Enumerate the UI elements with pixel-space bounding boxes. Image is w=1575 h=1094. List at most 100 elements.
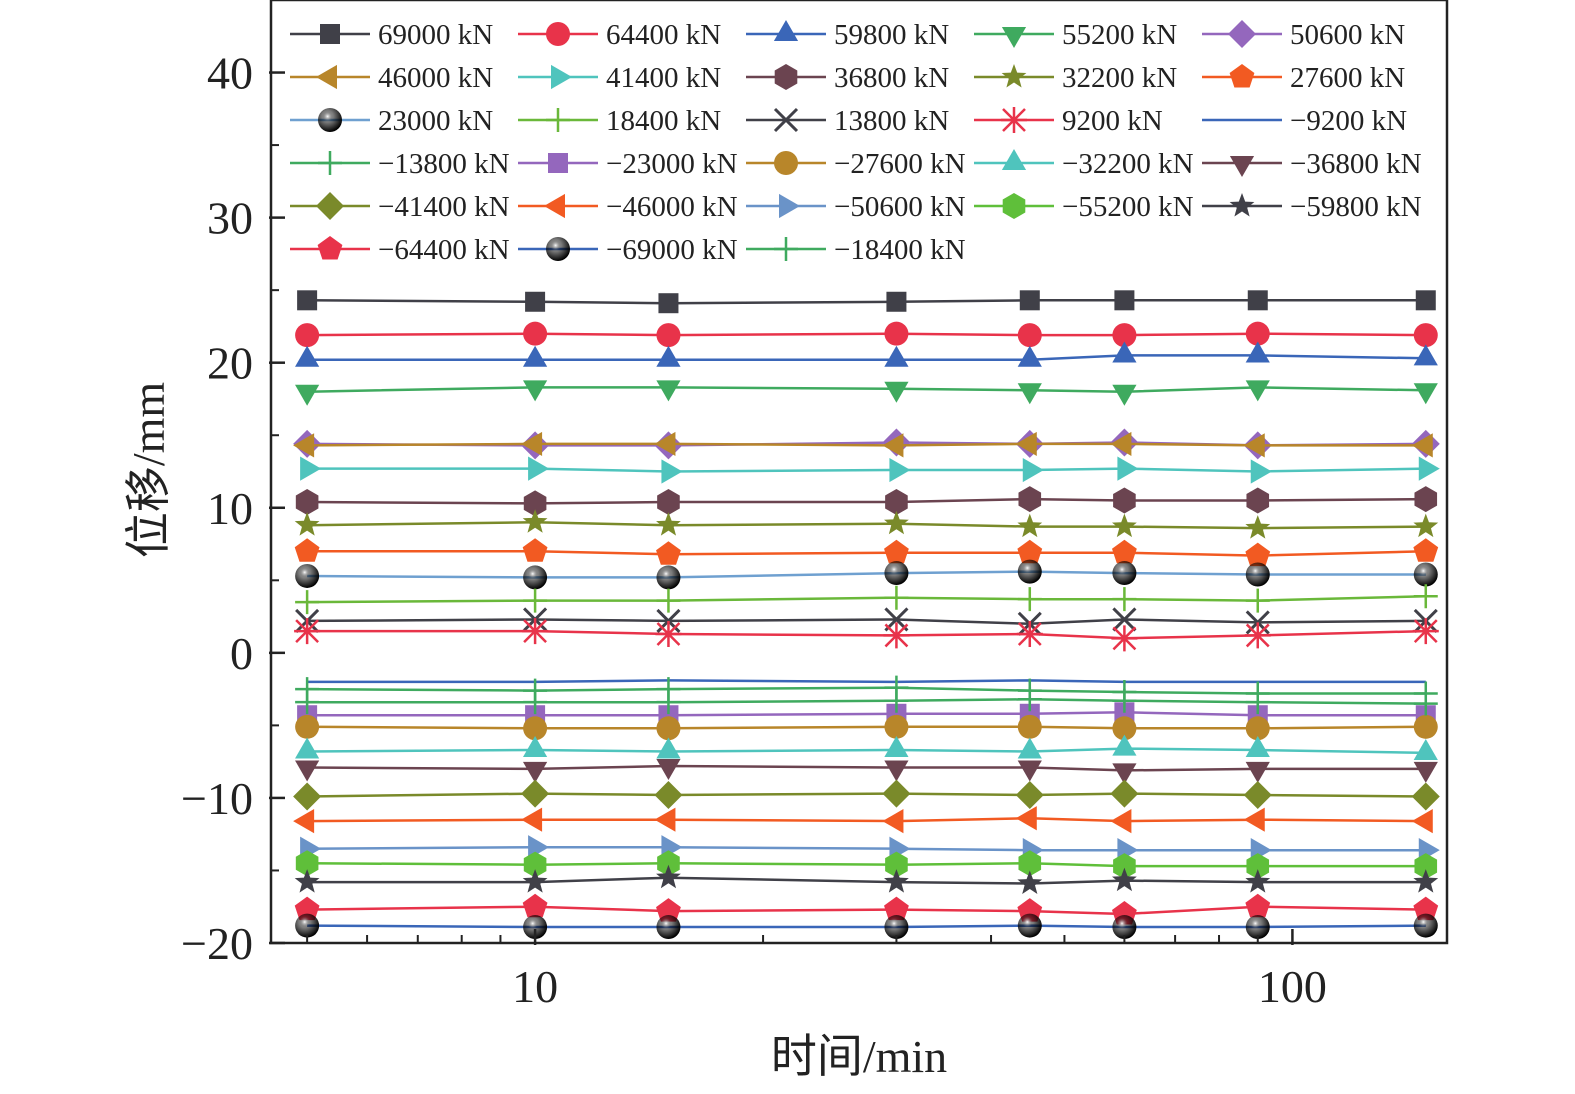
data-point [657, 488, 680, 515]
legend-item: 36800 kN [746, 62, 949, 94]
legend-item: −46000 kN [518, 191, 738, 223]
legend-label: −32200 kN [1062, 148, 1194, 180]
data-point [656, 588, 681, 613]
data-point [1017, 383, 1042, 405]
series-27 [295, 687, 1438, 716]
series-line [307, 595, 1426, 604]
legend-label: −27600 kN [834, 148, 966, 180]
data-point [1015, 781, 1044, 810]
data-point [523, 321, 548, 346]
data-point [297, 290, 318, 311]
legend-label: 46000 kN [378, 62, 493, 94]
legend-marker [773, 107, 799, 133]
data-point [1413, 714, 1438, 739]
data-point [884, 510, 909, 535]
data-point [656, 512, 681, 536]
legend-marker [1001, 107, 1027, 133]
data-point [522, 380, 548, 402]
data-point [295, 488, 319, 515]
legend: 69000 kN 64400 kN 59800 kN 55200 kN 50600 kN… [290, 19, 1422, 266]
data-point [295, 590, 320, 615]
series-line [307, 550, 1426, 557]
y-tick-label: −20 [181, 918, 253, 969]
legend-marker [544, 193, 565, 219]
data-point [1017, 345, 1042, 367]
legend-item: −64400 kN [290, 234, 510, 266]
series-2 [295, 341, 1438, 367]
data-point [1413, 538, 1439, 562]
legend-marker [318, 108, 342, 132]
data-point [1413, 869, 1439, 893]
data-point [523, 915, 548, 940]
legend-marker [316, 192, 344, 220]
data-point [294, 512, 320, 536]
data-point [1415, 290, 1436, 311]
data-point [657, 850, 680, 877]
legend-item: 59800 kN [746, 19, 949, 51]
legend-item: 46000 kN [290, 62, 493, 94]
series-line [307, 618, 1426, 626]
legend-marker [1001, 149, 1027, 170]
series-21 [293, 806, 1433, 834]
data-point [1112, 587, 1137, 612]
data-point [1017, 323, 1042, 348]
series-3 [295, 380, 1438, 406]
series-line [307, 354, 1426, 362]
legend-label: 13800 kN [834, 105, 949, 137]
data-point [294, 538, 320, 562]
data-point [1413, 738, 1438, 760]
series-line [307, 299, 1426, 305]
data-point [884, 714, 909, 739]
series-1 [295, 321, 1438, 348]
legend-item: −23000 kN [518, 148, 738, 180]
legend-item: 55200 kN [974, 19, 1177, 51]
legend-label: −46000 kN [606, 191, 738, 223]
legend-label: −55200 kN [1062, 191, 1194, 223]
data-point [521, 807, 543, 832]
series-18 [295, 734, 1438, 760]
legend-label: 64400 kN [606, 19, 721, 51]
series-line [307, 711, 1426, 717]
data-point [295, 690, 320, 715]
data-point [523, 565, 548, 590]
legend-item: 41400 kN [518, 62, 721, 94]
data-point [884, 321, 909, 346]
data-point [295, 384, 320, 406]
data-point [656, 759, 681, 781]
data-point [523, 690, 548, 715]
legend-label: 18400 kN [606, 105, 721, 137]
legend-marker [1002, 193, 1026, 219]
data-point [884, 915, 909, 940]
series-20 [293, 779, 1440, 811]
data-point [1413, 913, 1438, 938]
data-point [1250, 459, 1272, 484]
legend-label: 9200 kN [1062, 105, 1163, 137]
data-point [1245, 915, 1270, 940]
series-5 [293, 431, 1433, 458]
data-point [1112, 688, 1137, 713]
data-point [1245, 588, 1270, 613]
data-point [1017, 913, 1042, 938]
legend-item: −9200 kN [1202, 105, 1407, 137]
series-line [307, 861, 1426, 868]
data-point [656, 541, 681, 565]
legend-label: 69000 kN [378, 19, 493, 51]
data-point [522, 869, 548, 893]
series-line [307, 570, 1426, 579]
data-point [1245, 869, 1271, 893]
legend-label: −18400 kN [834, 234, 966, 266]
data-point [884, 688, 909, 713]
series-19 [295, 759, 1438, 785]
data-point [1412, 618, 1439, 645]
legend-marker [774, 64, 798, 90]
data-point [293, 809, 315, 834]
data-point [1113, 487, 1136, 514]
data-point [522, 761, 548, 783]
legend-label: −64400 kN [378, 234, 510, 266]
legend-item: 32200 kN [974, 62, 1177, 94]
data-point [1018, 486, 1042, 513]
data-point [1245, 341, 1270, 363]
data-point [884, 896, 909, 921]
data-point [294, 869, 320, 893]
data-point [655, 620, 682, 647]
